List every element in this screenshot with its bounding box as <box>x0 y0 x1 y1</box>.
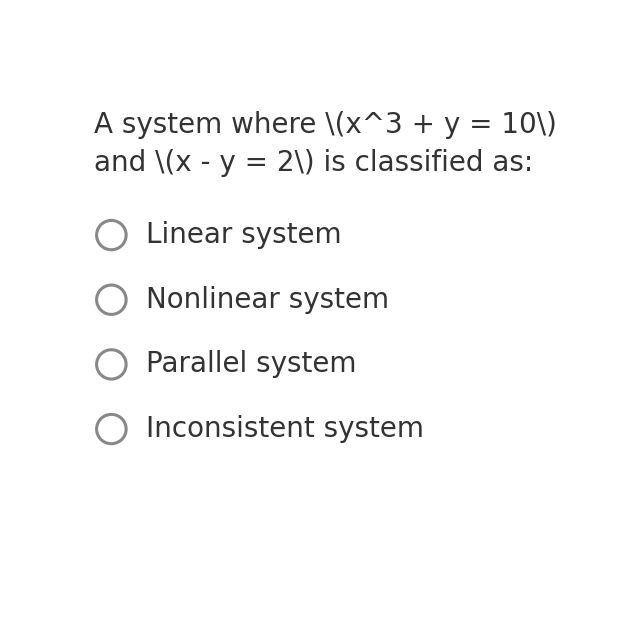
Text: Linear system: Linear system <box>146 221 342 249</box>
Text: and \(x - y = 2\) is classified as:: and \(x - y = 2\) is classified as: <box>94 149 533 177</box>
Text: Inconsistent system: Inconsistent system <box>146 415 424 443</box>
Text: Nonlinear system: Nonlinear system <box>146 285 389 313</box>
Text: Parallel system: Parallel system <box>146 350 356 378</box>
Text: A system where \(x^3 + y = 10\): A system where \(x^3 + y = 10\) <box>94 111 557 139</box>
